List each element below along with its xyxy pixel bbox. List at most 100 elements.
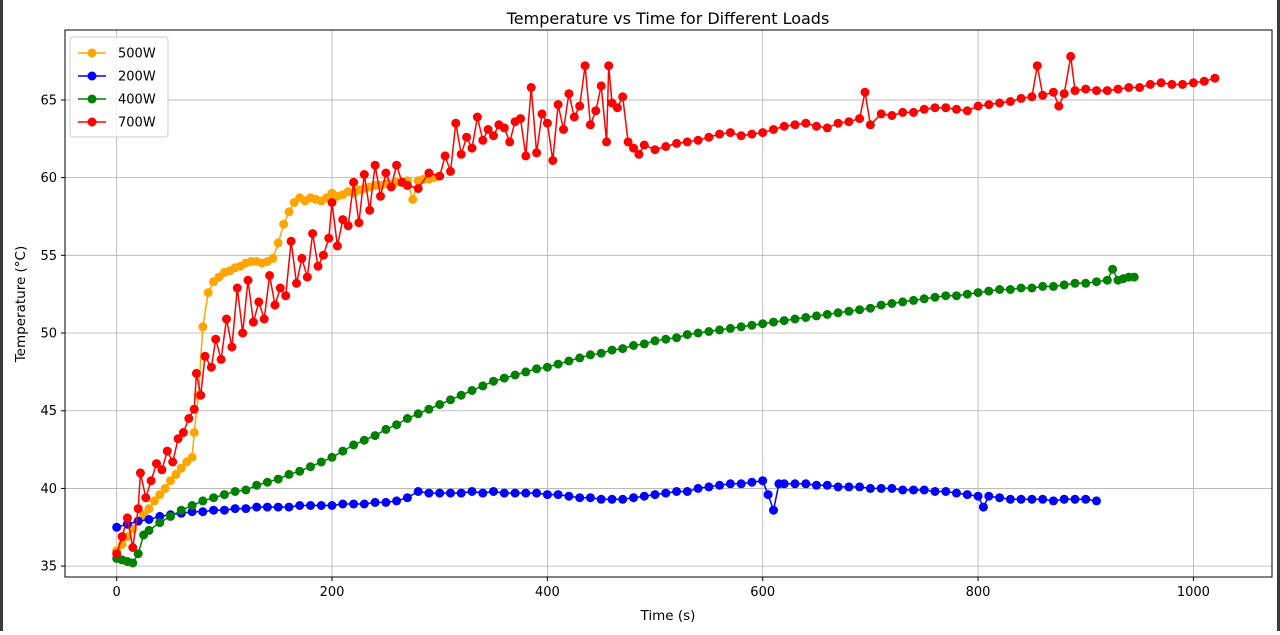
data-point [166, 511, 175, 521]
data-point [155, 511, 165, 521]
data-point [435, 171, 445, 181]
data-point [1048, 496, 1058, 506]
data-point [607, 345, 617, 355]
data-point [162, 446, 172, 456]
data-point [973, 288, 983, 298]
data-point [262, 502, 272, 512]
data-point [408, 194, 418, 204]
data-point [564, 491, 574, 501]
data-point [995, 285, 1005, 294]
data-point [392, 420, 402, 430]
data-point [489, 131, 498, 141]
legend-entry: 500W [78, 47, 156, 62]
data-point [725, 323, 735, 333]
series-500W [112, 173, 439, 556]
data-point [790, 314, 800, 324]
y-tick-label: 45 [40, 404, 57, 419]
data-point [542, 362, 552, 372]
data-point [1059, 280, 1069, 290]
data-point [604, 61, 614, 71]
data-point [941, 291, 951, 301]
data-point [327, 198, 337, 207]
legend-label: 400W [118, 93, 156, 108]
legend-box [69, 36, 169, 138]
data-point [133, 504, 143, 514]
data-point [478, 381, 488, 391]
data-point [359, 435, 369, 445]
data-point [155, 518, 165, 528]
data-point [252, 480, 262, 490]
data-point [499, 373, 509, 383]
data-point [898, 485, 908, 495]
data-point [238, 328, 248, 338]
data-point [607, 494, 617, 504]
y-tick-label: 60 [40, 171, 57, 186]
data-point [736, 131, 746, 141]
data-point [489, 487, 498, 496]
data-point [128, 558, 138, 568]
data-point [639, 491, 649, 501]
data-point [230, 487, 240, 496]
data-point [865, 120, 875, 130]
data-point [725, 128, 735, 138]
data-point [365, 205, 375, 215]
legend-marker [87, 117, 97, 127]
data-point [704, 482, 714, 492]
data-point [629, 143, 638, 153]
data-point [324, 233, 334, 243]
data-point [499, 488, 509, 498]
data-point [306, 501, 315, 510]
data-point [230, 504, 240, 514]
data-point [467, 487, 477, 496]
data-point [1027, 283, 1037, 293]
data-point [209, 493, 219, 503]
data-point [634, 149, 644, 159]
data-point [553, 100, 563, 110]
data-point [812, 121, 821, 131]
data-point [219, 505, 229, 515]
data-point [564, 89, 574, 99]
data-point [191, 368, 201, 378]
data-point [682, 137, 692, 147]
data-point [1048, 87, 1058, 97]
data-point [1059, 494, 1069, 504]
data-point [316, 457, 326, 467]
data-point [532, 364, 542, 374]
data-point [467, 386, 477, 395]
data-point [392, 160, 402, 170]
data-point [952, 291, 961, 301]
data-point [144, 515, 154, 524]
data-point [173, 434, 183, 444]
data-point [381, 168, 391, 178]
data-point [790, 479, 800, 489]
data-point [876, 483, 886, 493]
x-tick-label: 0 [113, 585, 121, 600]
data-point [216, 354, 226, 364]
data-point [478, 488, 488, 498]
data-point [1135, 83, 1145, 92]
data-point [629, 493, 638, 503]
data-point [198, 322, 208, 332]
data-point [575, 101, 585, 111]
data-point [510, 488, 520, 498]
data-point [262, 477, 272, 487]
x-tick-label: 600 [750, 585, 775, 600]
data-point [962, 490, 972, 500]
data-point [887, 483, 897, 493]
data-point [359, 499, 369, 509]
window-left-border [0, 0, 3, 631]
data-point [747, 129, 757, 139]
data-point [995, 493, 1005, 503]
data-point [962, 106, 972, 116]
data-point [413, 409, 423, 419]
data-point [510, 370, 520, 380]
data-point [855, 305, 865, 315]
data-point [1054, 101, 1064, 111]
data-point [973, 101, 983, 111]
data-point [532, 148, 542, 158]
data-point [1188, 78, 1198, 88]
data-point [596, 81, 606, 91]
data-point [909, 107, 918, 117]
